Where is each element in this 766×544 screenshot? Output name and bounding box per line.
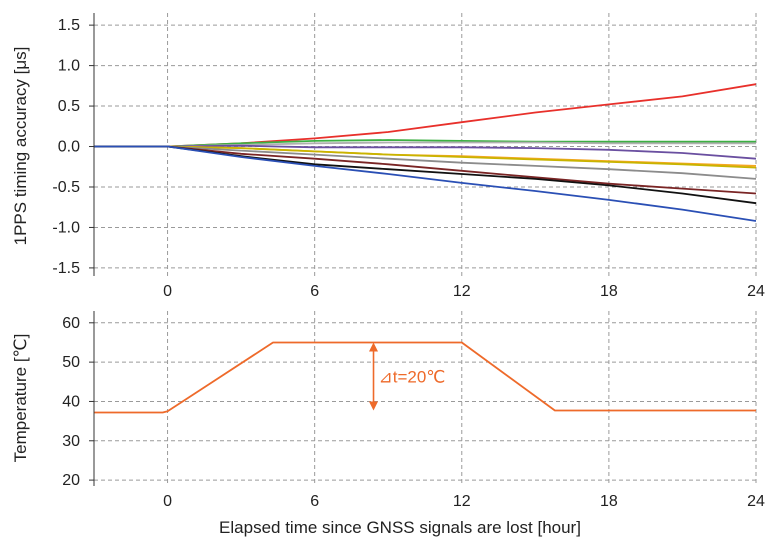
top-y-ticks: 1.5 1.0 0.5 0.0 -0.5 -1.0 -1.5 [52, 17, 94, 277]
x-tick-label: 24 [747, 493, 765, 510]
x-axis-label: Elapsed time since GNSS signals are lost… [219, 518, 581, 537]
series-line-9 [94, 145, 756, 222]
bottom-grid [94, 311, 757, 486]
bottom-y-axis-label: Temperature [℃] [11, 334, 30, 463]
top-x-ticks: 0 6 12 18 24 [163, 283, 765, 300]
series-line-3 [94, 144, 756, 160]
y-tick-label: 0.0 [58, 139, 80, 156]
temperature-panel: 60 50 40 30 20 0 6 12 18 24 ⊿t=20℃ Temperature [… [11, 311, 765, 537]
y-tick-label: 30 [62, 433, 80, 450]
y-tick-label: 50 [62, 354, 80, 371]
y-tick-label: 60 [62, 315, 80, 332]
y-tick-label: 20 [62, 472, 80, 489]
x-tick-label: 18 [600, 283, 618, 300]
x-tick-label: 12 [453, 493, 471, 510]
x-tick-label: 6 [310, 493, 319, 510]
y-tick-label: -1.0 [52, 219, 80, 236]
timing-accuracy-panel: 1.5 1.0 0.5 0.0 -0.5 -1.0 -1.5 0 6 12 18 24 1PPS t… [11, 13, 765, 300]
y-tick-label: 40 [62, 393, 80, 410]
series-line-5 [94, 145, 756, 169]
y-tick-label: 1.5 [58, 17, 80, 34]
series-line-0 [94, 341, 756, 414]
series-line-6 [94, 145, 756, 180]
bottom-y-ticks: 60 50 40 30 20 [62, 315, 94, 489]
y-tick-label: -0.5 [52, 179, 80, 196]
top-y-axis-label: 1PPS timing accuracy [μs] [11, 47, 30, 246]
bottom-x-ticks: 0 6 12 18 24 [163, 493, 765, 510]
x-tick-label: 0 [163, 283, 172, 300]
x-tick-label: 12 [453, 283, 471, 300]
x-tick-label: 6 [310, 283, 319, 300]
top-series [94, 83, 756, 222]
bottom-series [94, 341, 756, 414]
delta-arrow-head-up [369, 342, 379, 352]
delta-arrow-head-down [369, 401, 379, 411]
x-tick-label: 0 [163, 493, 172, 510]
series-line-7 [94, 145, 756, 195]
y-tick-label: 1.0 [58, 58, 80, 75]
delta-t-label: ⊿t=20℃ [379, 367, 446, 386]
delta-t-annotation: ⊿t=20℃ [369, 342, 446, 411]
y-tick-label: -1.5 [52, 260, 80, 277]
x-tick-label: 24 [747, 283, 765, 300]
x-tick-label: 18 [600, 493, 618, 510]
series-line-0 [94, 83, 756, 148]
y-tick-label: 0.5 [58, 98, 80, 115]
